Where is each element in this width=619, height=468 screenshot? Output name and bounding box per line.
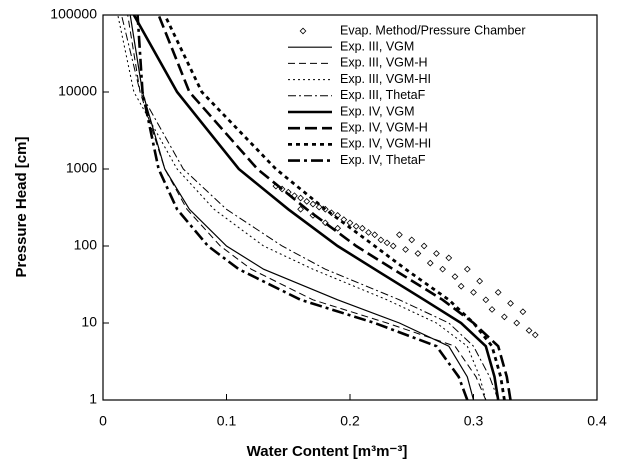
data-point	[531, 331, 539, 339]
data-line	[132, 15, 500, 400]
data-point	[396, 231, 403, 239]
data-point	[358, 224, 366, 232]
y-tick-label: 10000	[58, 83, 97, 99]
legend-label: Exp. IV, ThetaF	[340, 153, 426, 167]
data-point	[457, 282, 465, 290]
x-tick-label: 0	[99, 413, 107, 429]
data-point	[476, 277, 484, 285]
legend-label: Exp. III, VGM-HI	[340, 72, 431, 86]
y-axis-label: Pressure Head [cm]	[13, 137, 30, 278]
legend-label: Exp. III, ThetaF	[340, 88, 426, 102]
data-point	[389, 242, 397, 250]
data-point	[482, 296, 490, 304]
data-point	[309, 200, 317, 208]
y-tick-label: 100000	[50, 6, 97, 22]
data-point	[402, 246, 409, 253]
data-point	[408, 236, 416, 244]
legend-label: Exp. III, VGM-H	[340, 56, 428, 70]
data-point	[507, 299, 514, 307]
data-point	[371, 231, 379, 239]
data-point	[494, 288, 502, 296]
data-point	[365, 229, 372, 236]
x-tick-label: 0.3	[464, 413, 484, 429]
data-point	[297, 194, 304, 202]
data-line	[127, 15, 487, 400]
legend-label: Exp. IV, VGM-H	[340, 120, 428, 134]
data-point	[321, 219, 329, 227]
data-point	[463, 265, 471, 273]
data-point	[488, 306, 496, 313]
data-line	[163, 15, 506, 400]
data-point	[470, 288, 477, 296]
legend-marker	[299, 27, 307, 35]
data-point	[513, 319, 521, 327]
data-point	[445, 254, 453, 262]
plot-area	[117, 15, 539, 400]
y-tick-label: 1	[89, 391, 97, 407]
data-line	[129, 15, 475, 400]
data-line	[157, 15, 512, 400]
x-tick-label: 0.2	[340, 413, 360, 429]
data-point	[525, 327, 533, 334]
y-tick-label: 10	[81, 314, 97, 330]
data-point	[420, 242, 428, 250]
data-line	[117, 15, 487, 400]
x-axis-label: Water Content [m³m⁻³]	[247, 443, 408, 460]
data-point	[439, 265, 446, 273]
data-point	[352, 222, 360, 230]
data-point	[383, 239, 391, 247]
y-tick-label: 1000	[66, 160, 97, 176]
legend-label: Exp. III, VGM	[340, 39, 414, 53]
data-point	[346, 219, 354, 227]
data-point	[433, 250, 440, 257]
legend-label: Exp. IV, VGM-HI	[340, 137, 431, 151]
x-tick-label: 0.1	[217, 413, 237, 429]
data-point	[297, 205, 304, 213]
x-tick-label: 0.4	[587, 413, 607, 429]
y-tick-label: 100	[74, 237, 98, 253]
data-line	[121, 15, 499, 400]
data-point	[519, 308, 527, 316]
legend-label: Exp. IV, VGM	[340, 104, 415, 118]
data-point	[315, 203, 323, 211]
data-point	[426, 259, 434, 267]
data-point	[414, 250, 422, 257]
data-point	[377, 236, 385, 244]
legend-label: Evap. Method/Pressure Chamber	[340, 23, 526, 37]
data-line	[136, 15, 469, 400]
data-point	[501, 313, 508, 321]
data-point	[303, 197, 311, 205]
data-point	[451, 273, 459, 281]
